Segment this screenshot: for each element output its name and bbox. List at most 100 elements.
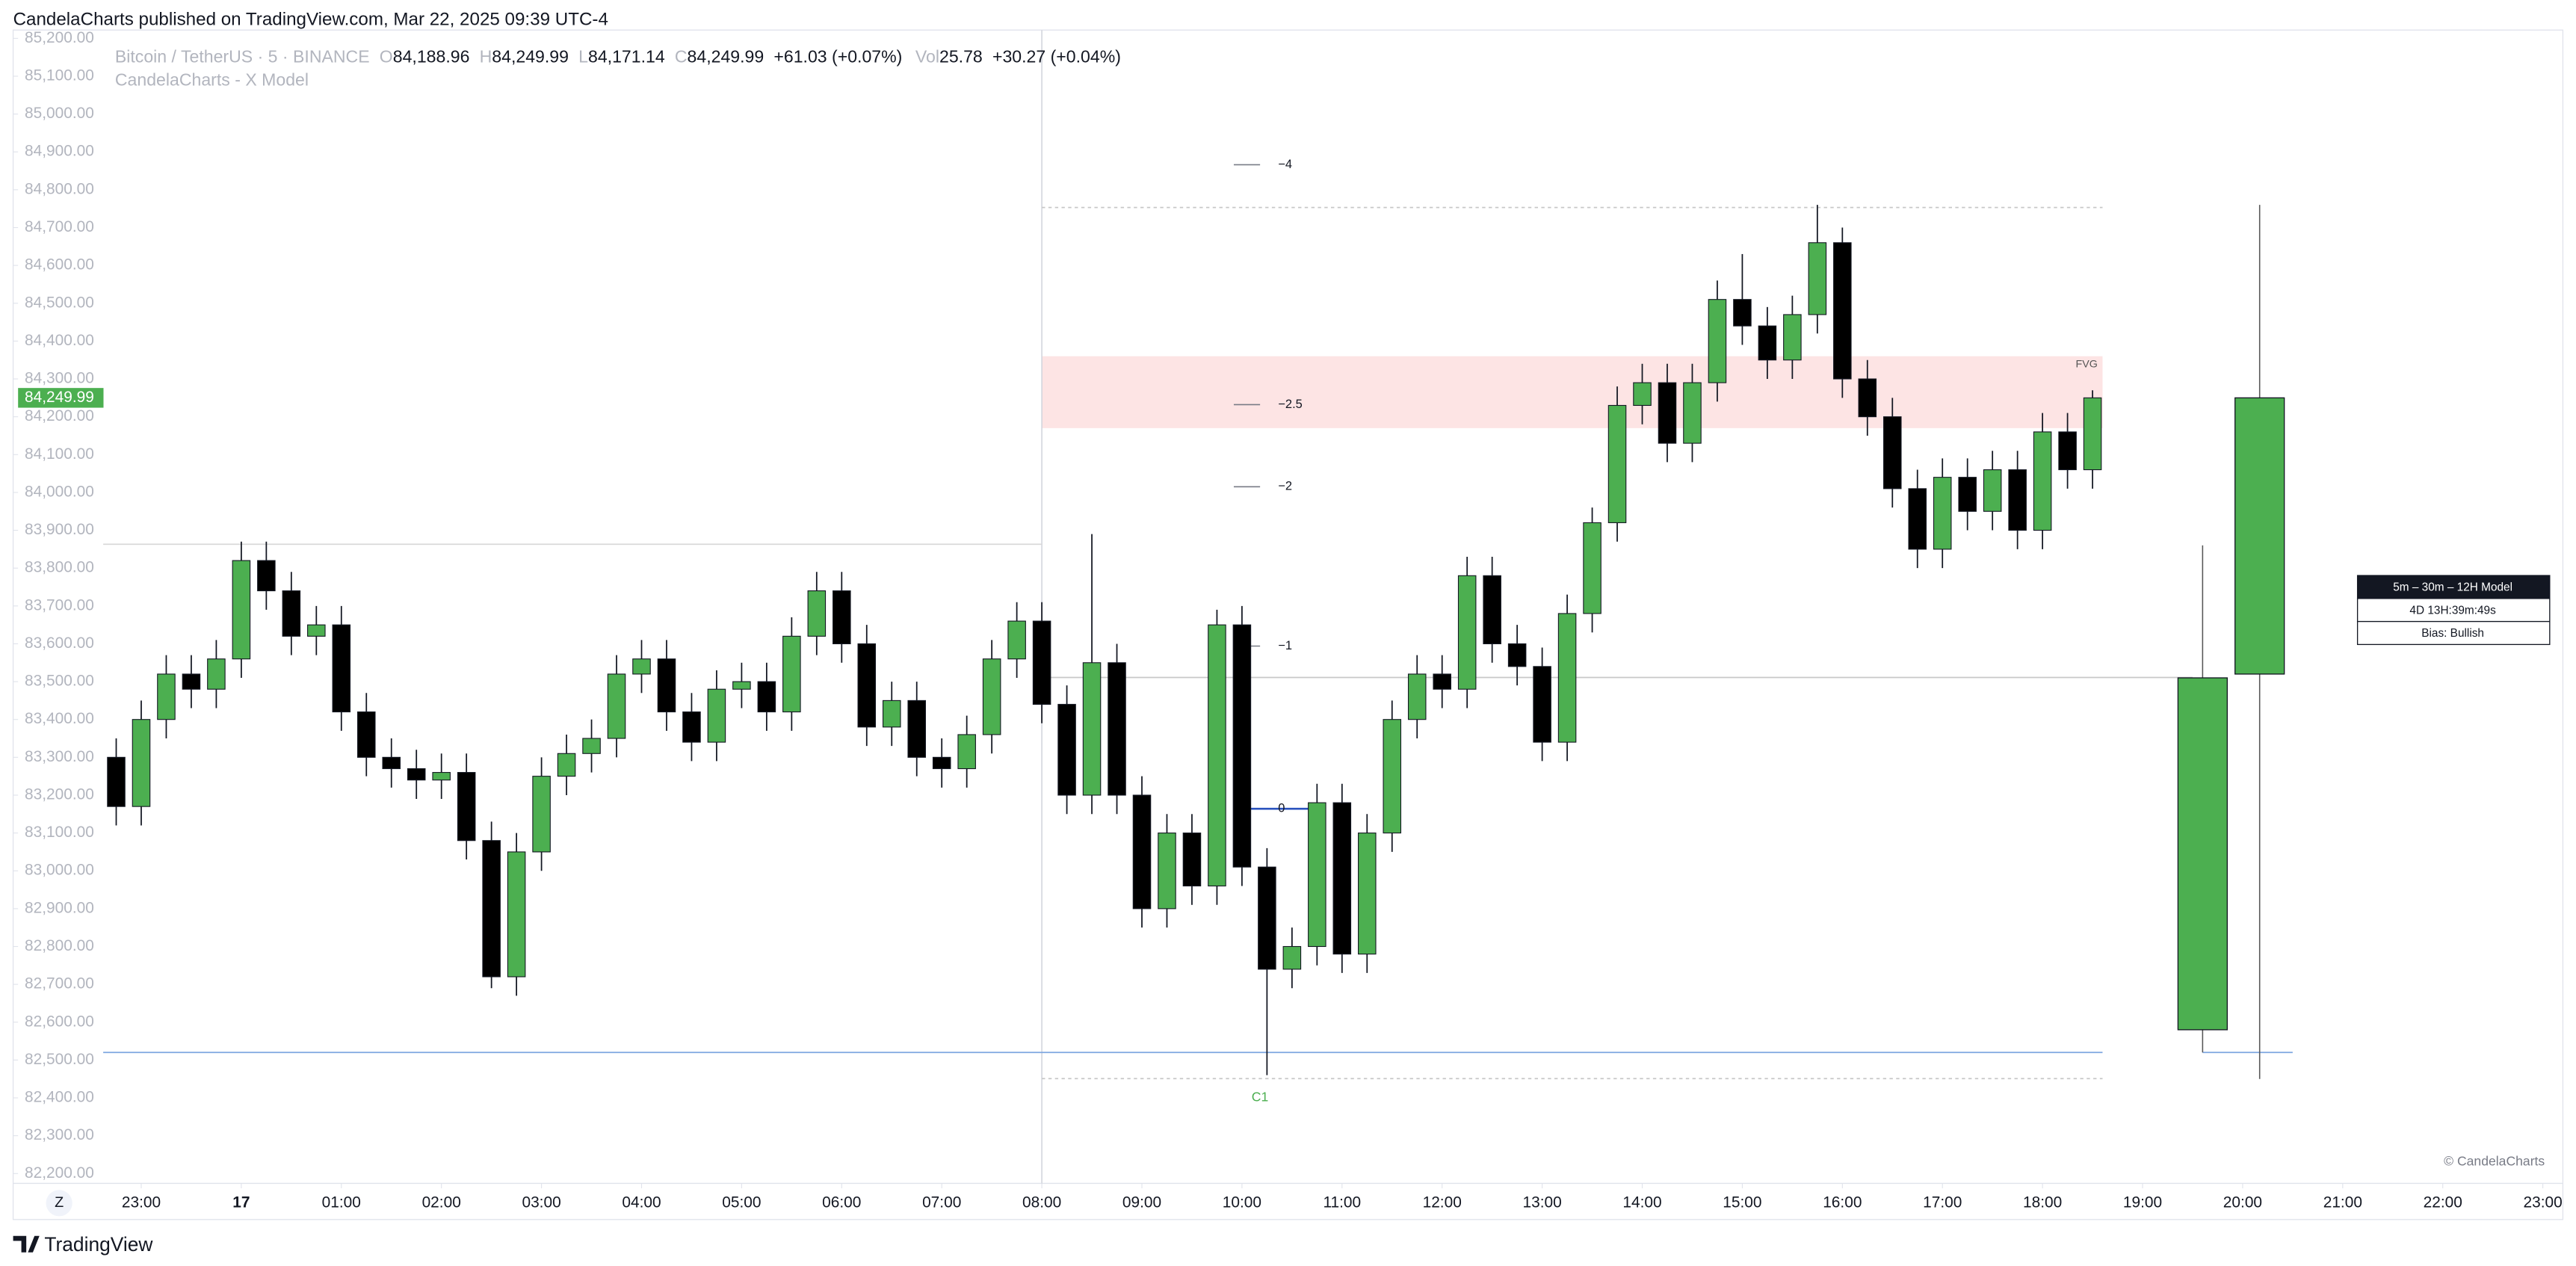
candle-body — [1808, 242, 1827, 315]
candle-body — [557, 753, 576, 777]
header: CandelaCharts published on TradingView.c… — [13, 9, 608, 29]
candle-body — [1108, 662, 1126, 796]
x-tick-label: 23:00 — [122, 1194, 161, 1211]
candle-body — [582, 738, 601, 754]
y-tick-label: 84,800.00 — [25, 180, 94, 197]
legend-c: 84,249.99 — [688, 47, 765, 67]
plot: 85,200.00 85,100.00 85,000.00 84,900.00 84,8… — [13, 29, 2563, 1211]
y-tick-label: 83,800.00 — [25, 559, 94, 576]
candle-body — [107, 756, 126, 807]
fvg-zone — [1042, 356, 2103, 428]
y-tick-label: 82,700.00 — [25, 975, 94, 992]
y-tick-label: 82,200.00 — [25, 1164, 94, 1182]
y-tick-label: 84,000.00 — [25, 483, 94, 500]
x-tick-label: 10:00 — [1223, 1194, 1261, 1211]
y-tick-label: 82,500.00 — [25, 1051, 94, 1068]
candle-body — [907, 700, 926, 758]
x-tick-label: 19:00 — [2123, 1194, 2162, 1211]
candle-body — [1557, 613, 1577, 743]
level-label: 0 — [1278, 802, 1285, 815]
legend-h: 84,249.99 — [492, 47, 569, 67]
y-tick-label: 85,200.00 — [25, 29, 94, 46]
candle-body — [1182, 833, 1202, 887]
candle-body — [1783, 314, 1802, 361]
candle-body — [1232, 624, 1252, 868]
brand[interactable]: TradingView — [13, 1233, 154, 1256]
candle-body — [1858, 378, 1877, 418]
x-tick-label: 03:00 — [522, 1194, 560, 1211]
x-tick-label: 15:00 — [1723, 1194, 1761, 1211]
zoom-button[interactable]: Z — [46, 1190, 72, 1217]
last-price-label: 84,249.99 — [25, 389, 94, 406]
level-label: −1 — [1278, 639, 1292, 652]
level-label: −2 — [1278, 480, 1292, 493]
candle-body — [407, 768, 426, 781]
y-tick-label: 84,900.00 — [25, 143, 94, 160]
candle-body — [1383, 719, 1402, 834]
x-tick-label: 09:00 — [1122, 1194, 1161, 1211]
x-tick-label: 01:00 — [322, 1194, 361, 1211]
candle-body — [1758, 325, 1777, 361]
y-tick-label: 84,500.00 — [25, 294, 94, 311]
candle-body — [356, 711, 376, 758]
candle-body — [957, 734, 976, 770]
candle-body — [2033, 431, 2052, 531]
candle-body — [1407, 673, 1427, 720]
table-cell: Bias: Bullish — [2421, 627, 2484, 640]
y-tick-label: 83,500.00 — [25, 673, 94, 690]
copyright: © CandelaCharts — [2444, 1154, 2545, 1169]
brand-logo — [13, 1235, 40, 1253]
candle-body — [282, 590, 301, 637]
last-price-badge — [18, 388, 104, 408]
c1-label: C1 — [1252, 1090, 1268, 1105]
level-label: −4 — [1278, 158, 1292, 171]
x-tick-label: 21:00 — [2323, 1194, 2362, 1211]
table-row-bg — [2356, 598, 2551, 623]
candle-body — [382, 756, 401, 770]
x-tick-label: 07:00 — [922, 1194, 961, 1211]
candle-body — [982, 658, 1001, 735]
legend-h-label: H — [480, 47, 492, 67]
legend-o: 84,188.96 — [393, 47, 470, 67]
candle-body — [782, 635, 801, 713]
candle-body — [532, 776, 551, 853]
htf-body — [2177, 677, 2228, 1031]
y-tick-label: 83,300.00 — [25, 748, 94, 765]
x-tick-label: 18:00 — [2023, 1194, 2062, 1211]
y-tick-label: 83,200.00 — [25, 785, 94, 803]
x-tick-label: 04:00 — [622, 1194, 661, 1211]
candle-body — [1332, 802, 1352, 955]
x-tick-label: 08:00 — [1022, 1194, 1061, 1211]
candle-body — [1733, 299, 1752, 327]
legend-o-label: O — [380, 47, 393, 67]
candle-body — [332, 624, 351, 713]
candle-body — [2058, 431, 2077, 471]
candle-body — [207, 658, 226, 690]
y-tick-label: 83,600.00 — [25, 634, 94, 652]
candle-body — [807, 590, 827, 637]
x-tick-label: 17 — [232, 1194, 250, 1211]
candle-body — [457, 772, 476, 842]
y-tick-label: 85,000.00 — [25, 105, 94, 122]
x-tick-label: 12:00 — [1423, 1194, 1462, 1211]
htf-body — [2234, 397, 2285, 675]
candle-body — [1607, 404, 1627, 523]
candle-body — [1483, 575, 1501, 644]
candle-body — [1082, 662, 1102, 796]
candle-body — [1007, 620, 1026, 660]
y-tick-label: 83,900.00 — [25, 521, 94, 538]
x-tick-label: 13:00 — [1522, 1194, 1561, 1211]
y-tick-label: 83,100.00 — [25, 824, 94, 841]
candle-body — [1708, 299, 1727, 383]
candle-body — [1132, 794, 1152, 910]
candle-body — [682, 711, 701, 743]
candle-body — [857, 643, 877, 728]
candle-body — [1883, 416, 1902, 490]
candle-body — [1633, 382, 1652, 407]
x-tick-label: 16:00 — [1823, 1194, 1862, 1211]
candle-body — [157, 673, 176, 720]
candle-body — [632, 658, 651, 675]
